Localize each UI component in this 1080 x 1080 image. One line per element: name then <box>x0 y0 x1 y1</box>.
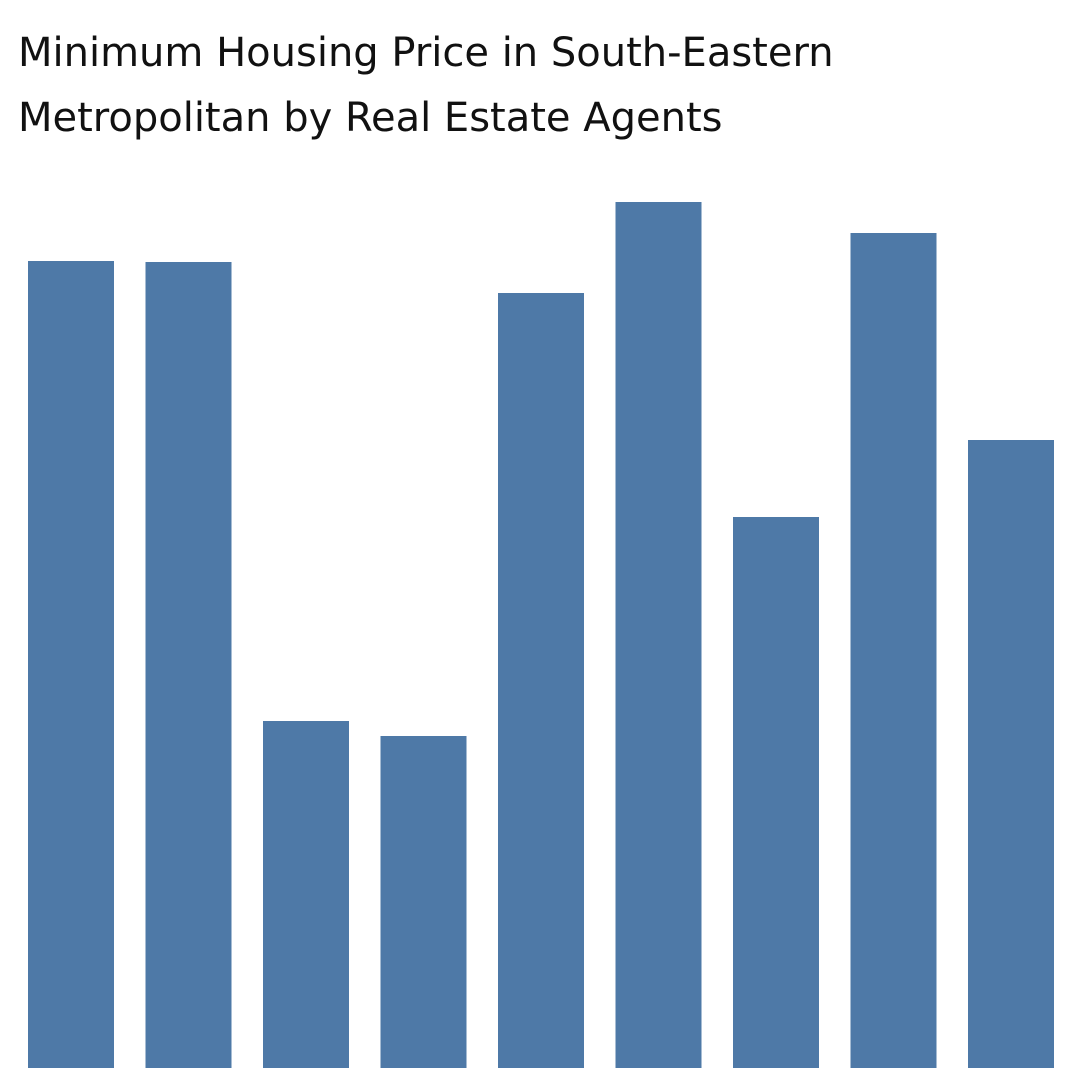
bar <box>145 262 232 1068</box>
bar <box>498 293 584 1068</box>
bar <box>968 440 1054 1068</box>
bar <box>263 721 349 1068</box>
chart-title: Metropolitan by Real Estate Agents <box>18 95 722 141</box>
bar <box>850 233 937 1068</box>
bar <box>733 517 819 1068</box>
chart-title: Minimum Housing Price in South-Eastern <box>18 30 834 76</box>
bar <box>615 202 702 1068</box>
bar <box>380 736 467 1068</box>
bar <box>28 261 114 1068</box>
